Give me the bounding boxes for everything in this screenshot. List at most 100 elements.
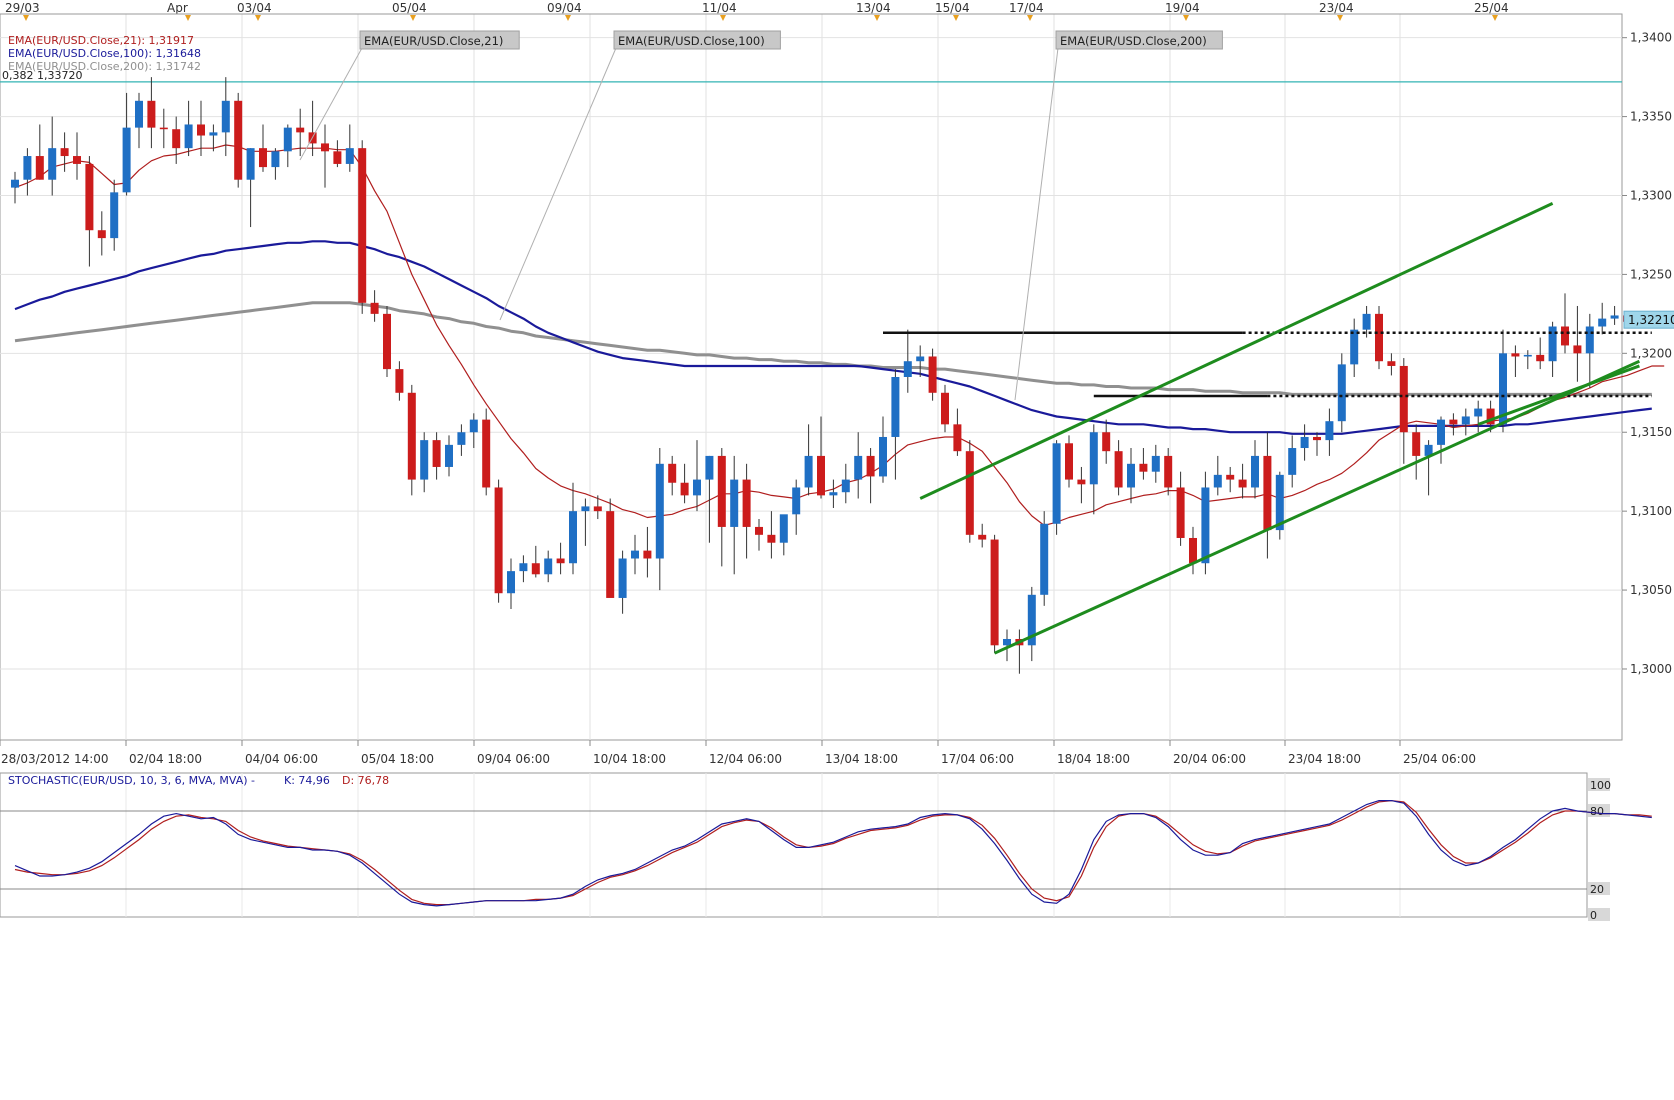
candle	[854, 432, 863, 499]
candle-body	[1350, 329, 1359, 365]
candle-body	[953, 424, 962, 452]
candle-body	[1387, 361, 1396, 366]
top-date-label: 13/04	[856, 1, 891, 15]
candle	[432, 432, 441, 480]
candle	[618, 550, 627, 614]
y-tick-label: 1,3250	[1630, 267, 1672, 281]
candle	[804, 424, 813, 496]
candle-body	[978, 534, 987, 540]
candle-body	[866, 455, 875, 477]
x-tick-label: 18/04 18:00	[1057, 752, 1130, 766]
candle	[1226, 466, 1235, 493]
candle-body	[23, 156, 32, 180]
candle	[531, 545, 540, 578]
candle-body	[916, 356, 925, 362]
candle-body	[494, 487, 503, 594]
candle-body	[1275, 474, 1284, 531]
candle	[97, 211, 106, 256]
candle-body	[147, 100, 156, 128]
candle-body	[1523, 354, 1532, 357]
candle	[469, 413, 478, 449]
candle	[383, 305, 391, 377]
top-date-label: 09/04	[547, 1, 582, 15]
candle-body	[234, 100, 243, 180]
candle	[1300, 424, 1309, 461]
top-date-label: 05/04	[392, 1, 427, 15]
candle-body	[581, 506, 590, 512]
candle	[246, 148, 255, 228]
candle-body	[1263, 455, 1272, 531]
candle	[1275, 471, 1284, 540]
candle	[705, 455, 714, 543]
candle	[1040, 511, 1049, 606]
candle	[1375, 305, 1383, 370]
candle	[159, 108, 168, 149]
y-tick-label: 1,3000	[1630, 662, 1672, 676]
event-marker-icon	[565, 15, 571, 21]
candle-body	[333, 151, 342, 164]
callout-leader	[1014, 47, 1059, 401]
callout-label: EMA(EUR/USD.Close,100)	[618, 34, 765, 48]
trend-channel-upper	[919, 202, 1554, 500]
candle-body	[383, 313, 391, 370]
stoch-d-line	[14, 799, 1652, 906]
candle-body	[1598, 318, 1607, 327]
candle	[1077, 466, 1086, 504]
candle	[903, 329, 912, 393]
candle-body	[97, 230, 106, 239]
candle-body	[1511, 353, 1520, 357]
candle-body	[1573, 345, 1582, 354]
candle	[730, 455, 739, 575]
x-tick-label: 02/04 18:00	[129, 752, 202, 766]
candle-body	[829, 492, 838, 496]
candle	[1387, 353, 1396, 376]
candle-body	[817, 455, 825, 496]
event-marker-icon	[410, 15, 416, 21]
stoch-level-label: 20	[1590, 883, 1604, 896]
candle-body	[1077, 479, 1086, 485]
callout-leader	[499, 47, 617, 321]
candle	[1114, 440, 1123, 496]
candle	[1213, 455, 1222, 496]
candle	[1238, 463, 1247, 499]
candle-body	[1437, 419, 1445, 445]
candle-body	[1399, 365, 1408, 433]
candle	[1399, 358, 1408, 464]
candle-body	[271, 151, 280, 168]
candle	[73, 132, 81, 180]
candle-body	[60, 148, 69, 157]
event-marker-icon	[1337, 15, 1343, 21]
stoch-level-tag	[1588, 778, 1610, 791]
candle-body	[755, 526, 763, 535]
candle	[680, 463, 689, 504]
candle	[717, 448, 726, 567]
candle-body	[804, 455, 813, 488]
candle	[60, 132, 69, 172]
candle	[48, 116, 57, 196]
candle	[928, 348, 937, 401]
x-tick-label: 25/04 06:00	[1403, 752, 1476, 766]
candle	[321, 124, 329, 188]
x-tick-label: 12/04 06:00	[709, 752, 782, 766]
top-date-label: 03/04	[237, 1, 272, 15]
event-marker-icon	[953, 15, 959, 21]
candle-body	[370, 302, 379, 314]
candle-body	[321, 143, 329, 152]
candle	[1610, 305, 1619, 325]
candle	[1164, 448, 1173, 496]
candle-body	[259, 148, 267, 168]
candle	[556, 542, 565, 575]
candle-body	[1288, 448, 1297, 475]
event-marker-icon	[874, 15, 880, 21]
candle-body	[1151, 455, 1160, 472]
legend-entry: EMA(EUR/USD.Close,100): 1,31648	[8, 47, 201, 60]
candle	[172, 116, 181, 164]
candle	[879, 416, 887, 483]
candle	[197, 100, 205, 157]
candle-body	[1102, 432, 1111, 452]
candle-body	[420, 440, 429, 480]
candle	[1251, 440, 1259, 499]
candle	[420, 432, 429, 493]
callout-box	[613, 30, 781, 50]
candle-body	[469, 419, 478, 433]
